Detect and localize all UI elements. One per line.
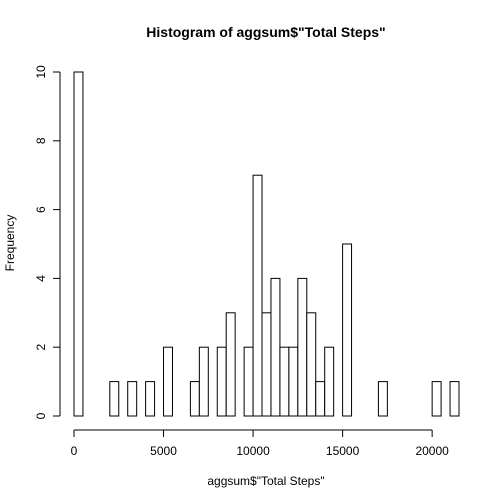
histogram-bar <box>377 381 388 417</box>
histogram-bar <box>315 381 326 417</box>
histogram-bar <box>145 381 156 417</box>
histogram-bar <box>243 346 254 417</box>
x-axis: 0 5000 10000 15000 20000 <box>71 429 449 458</box>
x-tick-label: 0 <box>71 444 78 458</box>
histogram-bar <box>270 277 281 417</box>
histogram-bar <box>449 381 460 417</box>
histogram-bar <box>261 312 272 417</box>
y-tick-label: 10 <box>34 65 48 79</box>
histogram-bar <box>216 346 227 417</box>
histogram-bars <box>73 71 460 417</box>
y-tick-label: 2 <box>34 344 48 351</box>
histogram-bar <box>324 346 335 417</box>
x-tick-label: 20000 <box>415 444 449 458</box>
histogram-bar <box>109 381 120 417</box>
y-axis-label: Frequency <box>3 215 17 272</box>
y-tick-label: 8 <box>34 137 48 144</box>
y-tick-label: 6 <box>34 206 48 213</box>
x-tick-label: 15000 <box>326 444 360 458</box>
y-tick-label: 0 <box>34 412 48 419</box>
chart-title: Histogram of aggsum$"Total Steps" <box>146 24 385 40</box>
histogram-bar <box>288 346 299 417</box>
histogram-bar <box>127 381 138 417</box>
histogram-bar <box>163 346 173 417</box>
histogram-bar <box>198 346 209 417</box>
histogram-bar <box>73 71 84 417</box>
histogram-bar <box>306 312 317 417</box>
histogram-bar <box>252 174 263 417</box>
histogram-bar <box>297 277 308 417</box>
x-axis-label: aggsum$"Total Steps" <box>207 474 324 488</box>
histogram-bar <box>189 381 200 417</box>
histogram-bar <box>342 243 353 417</box>
histogram-bar <box>225 312 236 417</box>
histogram-bar <box>279 346 290 417</box>
y-axis: 0 2 4 6 8 10 <box>34 65 61 419</box>
y-tick-label: 4 <box>34 275 48 282</box>
x-tick-label: 10000 <box>236 444 270 458</box>
histogram-bar <box>431 381 442 417</box>
x-tick-label: 5000 <box>150 444 177 458</box>
